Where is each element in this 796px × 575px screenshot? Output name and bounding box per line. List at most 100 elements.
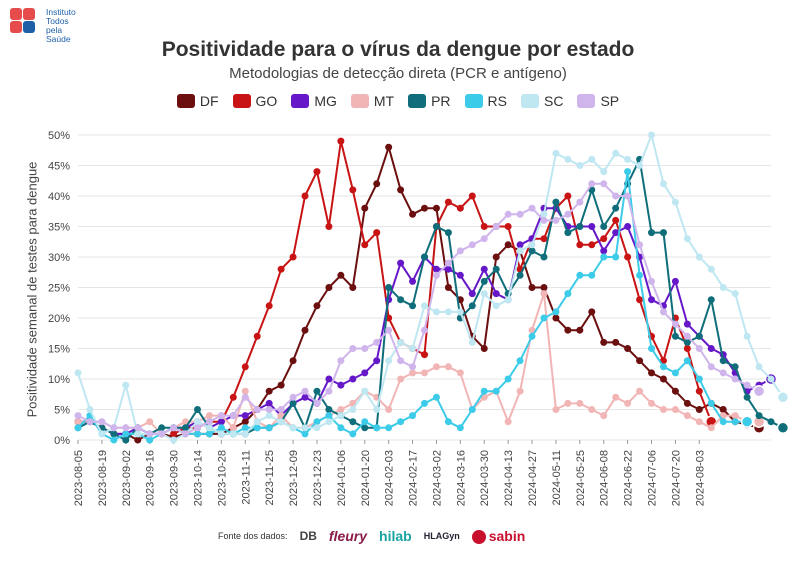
data-point <box>444 259 452 267</box>
y-tick-label: 5% <box>54 405 70 417</box>
x-tick-label: 2024-04-13 <box>503 450 515 506</box>
data-point <box>182 430 190 438</box>
data-point <box>504 375 512 383</box>
data-point <box>241 393 249 401</box>
x-tick-label: 2023-11-11 <box>240 450 252 505</box>
data-point <box>468 338 476 346</box>
data-point <box>492 265 500 273</box>
data-point <box>504 210 512 218</box>
legend-label: MT <box>373 93 395 109</box>
series-sc <box>74 131 790 444</box>
data-point <box>265 406 273 413</box>
data-point <box>289 357 297 365</box>
data-point <box>421 253 428 261</box>
data-point <box>241 424 249 432</box>
data-point <box>600 168 608 176</box>
data-point <box>182 424 190 432</box>
legend-item-sc[interactable]: SC <box>521 93 563 109</box>
data-point <box>74 424 82 432</box>
data-point <box>552 406 560 413</box>
data-point <box>540 284 548 291</box>
data-point <box>707 296 715 304</box>
series-df <box>74 143 766 444</box>
data-point <box>289 393 297 401</box>
data-point <box>695 332 703 340</box>
x-tick-label: 2024-05-25 <box>575 450 587 506</box>
data-point <box>146 436 154 444</box>
data-point <box>265 424 273 432</box>
data-point <box>636 387 644 395</box>
data-point <box>731 363 739 371</box>
legend-item-sp[interactable]: SP <box>577 93 619 109</box>
data-point <box>695 345 703 352</box>
data-point <box>229 412 237 420</box>
legend-item-mg[interactable]: MG <box>291 93 337 109</box>
data-point <box>456 424 464 432</box>
data-point <box>516 271 524 279</box>
data-point <box>683 320 691 328</box>
legend-swatch <box>521 94 539 108</box>
legend-item-rs[interactable]: RS <box>464 93 507 109</box>
data-point <box>707 345 715 352</box>
data-point <box>480 277 488 285</box>
data-point <box>444 229 452 237</box>
legend-item-pr[interactable]: PR <box>408 93 451 109</box>
data-point <box>564 155 572 163</box>
data-point <box>683 412 691 420</box>
legend-item-mt[interactable]: MT <box>350 93 395 109</box>
data-point <box>301 192 309 200</box>
data-point <box>588 223 596 230</box>
data-point <box>110 424 118 432</box>
data-point <box>648 277 656 285</box>
data-point <box>409 369 417 377</box>
data-point <box>361 424 369 432</box>
sabin-icon <box>471 530 486 545</box>
data-point <box>229 430 237 438</box>
data-point <box>504 296 512 304</box>
data-point <box>122 424 130 432</box>
data-point <box>325 223 333 230</box>
source-hilab-logo: hilab <box>379 528 412 545</box>
data-point <box>659 406 667 413</box>
data-point <box>480 223 488 230</box>
legend-swatch <box>291 94 310 108</box>
legend-item-df[interactable]: DF <box>176 93 219 109</box>
legend-item-go[interactable]: GO <box>232 93 277 109</box>
x-tick-label: 2024-04-27 <box>527 450 539 506</box>
legend: DF GO MG MT PR RS SC SP <box>0 93 796 109</box>
data-point <box>337 381 345 389</box>
legend-swatch <box>232 94 251 108</box>
data-point <box>648 369 656 377</box>
data-point <box>707 265 715 273</box>
data-point <box>648 296 656 304</box>
data-point <box>456 308 464 316</box>
data-point <box>444 265 452 273</box>
data-point <box>719 369 727 377</box>
data-point <box>289 424 297 432</box>
data-point <box>648 399 656 407</box>
data-point <box>170 436 178 444</box>
data-point <box>349 406 357 413</box>
data-point <box>409 363 417 371</box>
data-point <box>719 284 727 291</box>
data-point <box>492 302 500 310</box>
data-point <box>301 387 309 395</box>
data-point <box>480 235 488 243</box>
data-point <box>397 375 405 383</box>
data-point <box>110 436 118 444</box>
x-tick-label: 2024-03-02 <box>431 450 443 506</box>
data-point <box>552 308 560 316</box>
data-point <box>349 430 357 438</box>
y-tick-label: 0% <box>54 435 70 447</box>
y-tick-label: 25% <box>48 283 70 295</box>
data-point <box>122 381 130 389</box>
data-point <box>648 229 656 237</box>
data-point <box>74 412 82 420</box>
data-point <box>373 424 381 432</box>
data-point <box>253 406 261 413</box>
data-point <box>337 412 345 420</box>
data-point <box>432 393 440 401</box>
data-point <box>217 430 225 438</box>
data-point <box>576 241 584 249</box>
data-point <box>349 345 357 352</box>
